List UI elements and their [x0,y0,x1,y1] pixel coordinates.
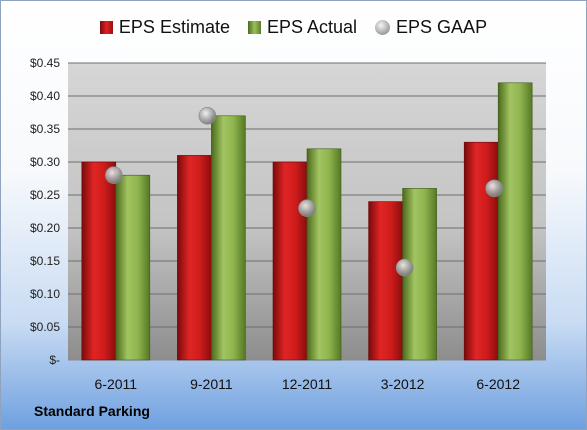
bars [81,82,533,361]
bar-eps-actual [211,115,246,361]
y-tick-label: $0.10 [30,287,60,301]
bar-eps-estimate [81,161,117,361]
gaap-markers [105,107,504,277]
legend-label-eps-actual: EPS Actual [266,17,358,37]
y-axis-tick-labels: $- $0.05 $0.10 $0.15 $0.20 $0.25 $0.30 $0.35 $0.… [30,56,60,367]
x-tick-label: 3-2012 [381,376,425,392]
marker-eps-gaap [485,179,504,198]
bar-eps-estimate [177,155,212,361]
bar-eps-estimate [272,161,308,361]
bar-eps-estimate [463,141,499,361]
bar-eps-actual [115,174,151,361]
legend-label-eps-estimate: EPS Estimate [118,17,230,37]
legend-swatch-eps-gaap [375,20,391,35]
y-tick-label: $0.05 [30,320,60,334]
y-tick-label: $- [49,353,60,367]
marker-eps-gaap [298,199,316,217]
legend-swatch-eps-actual [247,21,261,34]
marker-eps-gaap [105,166,123,184]
y-tick-label: $0.45 [30,56,60,70]
chart-legend: EPS Estimate EPS Actual EPS GAAP [1,17,586,38]
legend-swatch-eps-estimate [99,21,113,34]
marker-eps-gaap [395,258,414,277]
y-tick-label: $0.20 [30,221,60,235]
x-tick-label: 12-2011 [282,376,333,392]
company-name: Standard Parking [34,403,150,419]
marker-eps-gaap [198,107,217,125]
y-tick-label: $0.15 [30,254,60,268]
y-tick-label: $0.25 [30,188,60,202]
x-axis-tick-labels: 6-2011 9-2011 12-2011 3-2012 6-2012 [95,376,521,392]
legend-label-eps-gaap: EPS GAAP [396,17,488,37]
bar-eps-actual [497,82,533,361]
y-tick-label: $0.40 [30,89,60,103]
legend-item-eps-gaap: EPS GAAP [375,17,487,38]
y-tick-label: $0.35 [30,122,60,136]
x-tick-label: 9-2011 [190,376,233,392]
legend-item-eps-estimate: EPS Estimate [99,17,230,38]
y-tick-label: $0.30 [30,155,60,169]
bar-eps-actual [306,148,342,361]
x-tick-label: 6-2011 [95,376,138,392]
x-tick-label: 6-2012 [476,376,520,392]
bar-eps-estimate [368,201,403,361]
legend-item-eps-actual: EPS Actual [247,17,358,38]
